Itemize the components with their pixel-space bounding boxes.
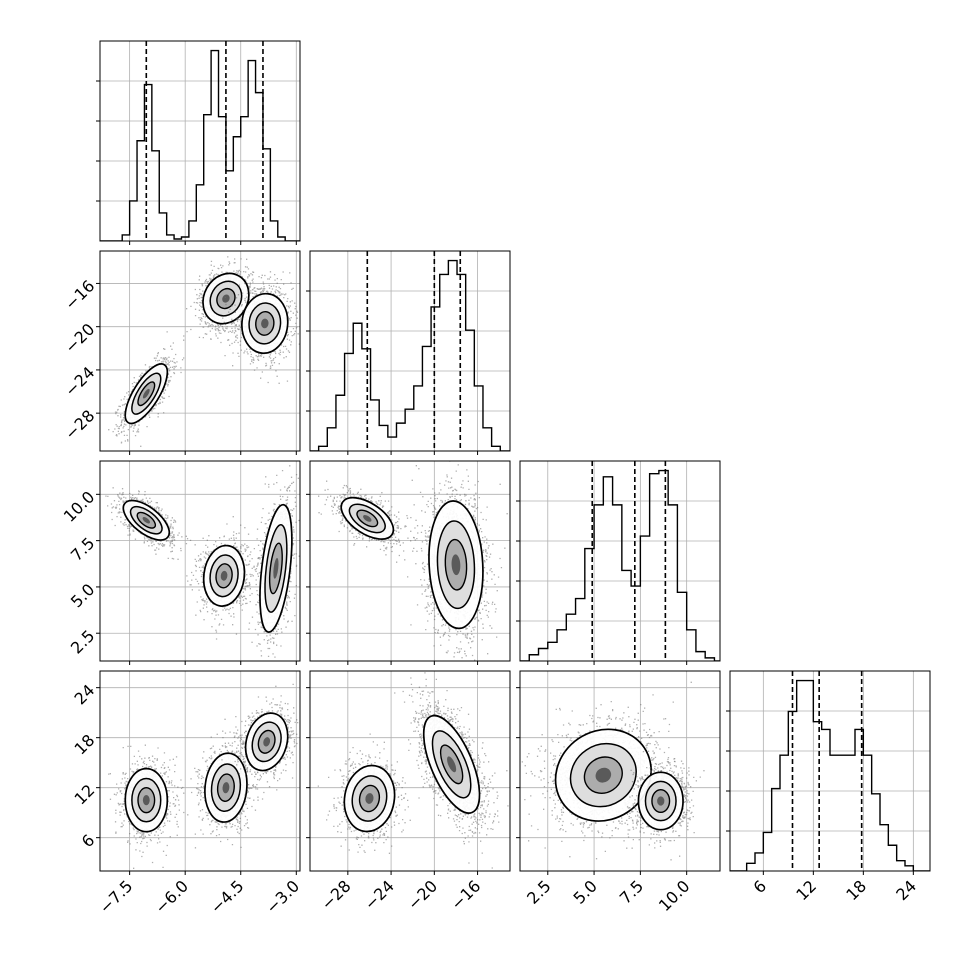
panel-frame <box>99 670 301 872</box>
x-tick-label: −7.5 <box>96 876 137 917</box>
pair-panel-3-2: 2.5 5.0 7.5 10.0 <box>516 670 721 915</box>
contour-level-3 <box>222 294 230 303</box>
density-2-0 <box>105 465 300 658</box>
x-tick-label: 7.5 <box>616 876 647 907</box>
y-tick-label: −24 <box>61 363 98 400</box>
panel-frame <box>519 460 721 662</box>
panel-frame <box>99 40 301 242</box>
y-tick-label: 5.0 <box>67 580 98 611</box>
x-tick-label: −16 <box>447 876 484 913</box>
x-tick-label: −6.0 <box>151 876 192 917</box>
y-tick-label: 12 <box>71 781 99 809</box>
hist-panel-3: 6 12 18 24 <box>726 670 931 904</box>
pair-panel-1-0: −28 −24 −20 −16 <box>61 250 301 455</box>
contour-level-3 <box>657 796 665 806</box>
y-tick-label: −28 <box>61 406 98 443</box>
panel-frame <box>99 250 301 452</box>
x-tick-label: 10.0 <box>655 876 694 915</box>
pair-panel-3-1: −28 −24 −20 −16 <box>306 670 511 914</box>
y-tick-label: 7.5 <box>67 534 98 565</box>
contour-level-3 <box>363 515 372 522</box>
contour-level-3 <box>142 795 150 806</box>
panel-frame <box>309 460 511 662</box>
y-tick-label: 18 <box>71 731 99 759</box>
hist-panel-0 <box>96 40 301 245</box>
x-tick-label: −4.5 <box>207 876 248 917</box>
x-tick-label: −20 <box>404 876 441 913</box>
panel-frame <box>729 670 931 872</box>
x-tick-label: 6 <box>750 876 771 897</box>
contour-level-3 <box>595 767 612 783</box>
contour-level-3 <box>365 793 374 804</box>
contour-level-3 <box>142 517 151 524</box>
density-2-1 <box>318 461 508 661</box>
x-tick-label: −28 <box>317 876 354 913</box>
y-tick-label: 10.0 <box>60 487 99 526</box>
contour-level-3 <box>220 570 228 581</box>
x-tick-label: −24 <box>361 876 398 913</box>
density-1-0 <box>108 256 300 447</box>
contour-level-3 <box>261 318 269 329</box>
hist-panel-2 <box>516 460 721 665</box>
contour-level-3 <box>222 782 230 794</box>
y-tick-label: 6 <box>78 831 99 852</box>
histogram-3 <box>730 679 930 871</box>
x-tick-label: 18 <box>842 876 870 904</box>
contour-level-3 <box>447 756 457 773</box>
x-tick-label: 24 <box>892 876 920 904</box>
y-tick-label: 24 <box>71 681 99 709</box>
histogram-1 <box>310 259 510 451</box>
hist-panel-1 <box>306 250 511 455</box>
pair-panel-2-0: 2.5 5.0 7.5 10.0 <box>60 460 301 665</box>
contour-level-3 <box>273 558 279 579</box>
x-tick-label: 2.5 <box>523 876 554 907</box>
panel-frame <box>99 460 301 662</box>
y-tick-label: 2.5 <box>67 626 98 657</box>
pair-panel-3-0: 6 12 18 24 −7.5 −6.0 −4.5 −3.0 <box>71 670 303 917</box>
panel-frame <box>309 670 511 872</box>
contour-level-3 <box>263 737 271 747</box>
x-tick-label: 5.0 <box>569 876 600 907</box>
panel-frame <box>519 670 721 872</box>
density-3-1 <box>317 672 509 869</box>
contour-level-3 <box>451 554 461 576</box>
density-3-0 <box>108 683 300 869</box>
histogram-2 <box>520 469 720 661</box>
panel-frame <box>309 250 511 452</box>
y-tick-label: −16 <box>61 276 98 313</box>
x-tick-label: −3.0 <box>262 876 303 917</box>
contour-level-3 <box>142 388 150 399</box>
y-tick-label: −20 <box>61 320 98 357</box>
pair-panel-2-1 <box>306 460 511 665</box>
x-tick-label: 12 <box>792 876 820 904</box>
density-3-2 <box>521 681 705 861</box>
